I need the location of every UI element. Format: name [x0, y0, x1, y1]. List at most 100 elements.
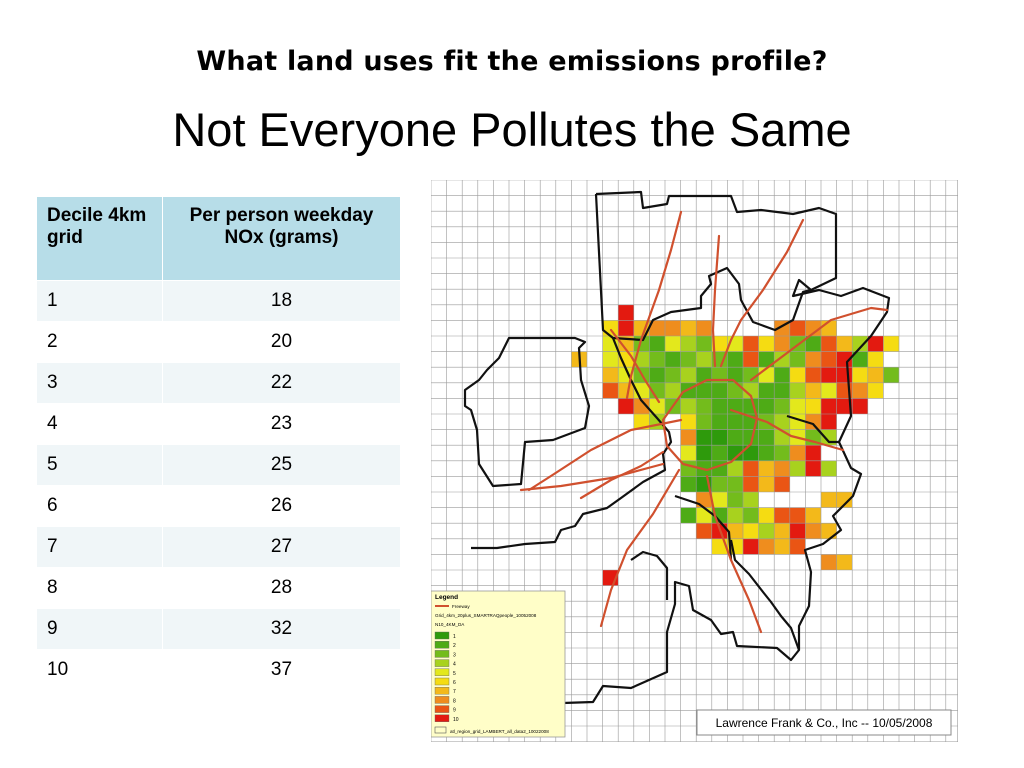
- decile-cell: [758, 429, 775, 446]
- legend-class-label: 1: [453, 634, 456, 640]
- freeways: [519, 210, 889, 634]
- decile-cell: [602, 320, 619, 336]
- decile-cell: [696, 336, 712, 352]
- decile-cell: [805, 382, 821, 399]
- decile-cell: 5: [36, 444, 163, 486]
- decile-cell: [789, 382, 806, 399]
- freeway-i20-east: [729, 408, 845, 452]
- legend-field-label: N10_4KM_DA: [435, 622, 465, 627]
- decile-cell: [680, 382, 697, 399]
- decile-cell: [727, 429, 743, 446]
- decile-cell: [805, 414, 821, 430]
- decile-cell: [743, 445, 759, 461]
- decile-cell: 1: [36, 280, 163, 322]
- decile-cell: [649, 398, 665, 414]
- decile-cell: [680, 320, 697, 336]
- legend-class-label: 6: [453, 680, 456, 686]
- decile-cell: [602, 351, 619, 368]
- decile-cell: [680, 507, 697, 524]
- decile-cell: [758, 398, 775, 414]
- county-boundary-center: [471, 337, 673, 550]
- decile-cell: [867, 382, 884, 399]
- map-credit: Lawrence Frank & Co., Inc -- 10/05/2008: [696, 709, 952, 736]
- decile-cell: [618, 304, 634, 321]
- decile-cell: [836, 336, 853, 352]
- decile-cell: [727, 351, 743, 368]
- legend-class-swatch: [434, 668, 450, 676]
- legend-class-swatch: [434, 705, 450, 713]
- decile-cell: [743, 476, 759, 492]
- decile-cell: [696, 382, 712, 399]
- decile-cell: [774, 351, 790, 368]
- decile-cell: [805, 398, 821, 414]
- freeway-west-connector: [519, 462, 665, 492]
- legend-class-label: 9: [453, 708, 456, 714]
- freeway-ga400: [711, 234, 721, 368]
- legend-grid-label: Grid_4km_20plus_SMARTRAQpeople_10052008: [435, 613, 537, 618]
- decile-cell: [602, 382, 619, 399]
- decile-cell: [867, 336, 884, 352]
- decile-cell: 3: [36, 362, 163, 404]
- decile-cell: [696, 414, 712, 430]
- decile-cell: [774, 538, 790, 555]
- table-row: 9 32: [36, 608, 401, 650]
- decile-cell: [727, 523, 743, 539]
- decile-cell: [758, 445, 775, 461]
- decile-cell: [774, 507, 790, 524]
- decile-cell: [665, 351, 681, 368]
- decile-cell: [696, 507, 712, 524]
- decile-cell: [696, 398, 712, 414]
- decile-cell: [836, 398, 853, 414]
- freeway-i285-loop: [661, 378, 759, 472]
- decile-cell: 7: [36, 526, 163, 568]
- decile-cell: [774, 460, 790, 477]
- decile-cell: [789, 351, 806, 368]
- table-row: 6 26: [36, 485, 401, 527]
- decile-cell: [758, 460, 775, 477]
- decile-cell: [805, 320, 821, 336]
- decile-cell: [743, 336, 759, 352]
- decile-cell: [649, 336, 665, 352]
- decile-cell: [867, 367, 884, 383]
- decile-cell: [696, 429, 712, 446]
- nox-cell: 26: [162, 485, 401, 527]
- decile-cell: [852, 351, 868, 368]
- decile-cell: [883, 367, 899, 383]
- table-row: 2 20: [36, 321, 401, 363]
- legend-class-swatch: [434, 687, 450, 695]
- decile-cell: [680, 336, 697, 352]
- decile-cell: [649, 320, 665, 336]
- decile-cell: [836, 554, 853, 570]
- emissions-grid-map: Legend Freeway Grid_4km_20plus_SMARTRAQp…: [431, 180, 958, 742]
- decile-cell: [727, 460, 743, 477]
- decile-cell: [805, 367, 821, 383]
- decile-cell: [727, 507, 743, 524]
- freeway-i75-north: [625, 210, 683, 400]
- decile-cell: [665, 336, 681, 352]
- nox-cell: 23: [162, 403, 401, 445]
- decile-cell: [805, 523, 821, 539]
- decile-cell: [805, 460, 821, 477]
- decile-cell: [758, 336, 775, 352]
- decile-cell: [821, 414, 837, 430]
- decile-cell: [789, 320, 806, 336]
- decile-cell: [821, 460, 837, 477]
- legend-class-swatch: [434, 650, 450, 658]
- column-header-nox: Per person weekday NOx (grams): [162, 196, 401, 281]
- decile-cell: [743, 351, 759, 368]
- nox-cell: 22: [162, 362, 401, 404]
- decile-cell: [743, 382, 759, 399]
- decile-cell: [665, 382, 681, 399]
- decile-cell: [680, 445, 697, 461]
- legend-class-label: 8: [453, 698, 456, 704]
- decile-cell: [774, 476, 790, 492]
- decile-cell: [743, 429, 759, 446]
- nox-cell: 32: [162, 608, 401, 650]
- decile-cell: [758, 538, 775, 555]
- county-boundary-north: [594, 193, 812, 342]
- decile-cell: 6: [36, 485, 163, 527]
- map-legend: Legend Freeway Grid_4km_20plus_SMARTRAQp…: [431, 590, 566, 738]
- credit-box: [696, 709, 952, 736]
- decile-cell: [665, 367, 681, 383]
- legend-freeway-label: Freeway: [452, 604, 470, 609]
